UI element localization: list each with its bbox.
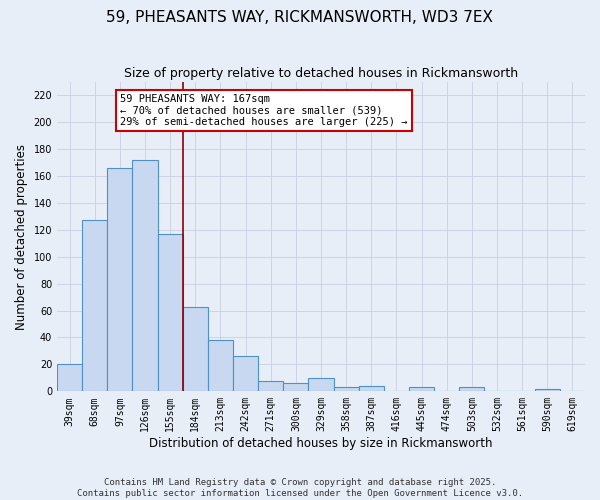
- Bar: [158, 234, 183, 392]
- Bar: [308, 378, 334, 392]
- Bar: [334, 388, 359, 392]
- X-axis label: Distribution of detached houses by size in Rickmansworth: Distribution of detached houses by size …: [149, 437, 493, 450]
- Y-axis label: Number of detached properties: Number of detached properties: [15, 144, 28, 330]
- Text: 59 PHEASANTS WAY: 167sqm
← 70% of detached houses are smaller (539)
29% of semi-: 59 PHEASANTS WAY: 167sqm ← 70% of detach…: [121, 94, 408, 128]
- Bar: [535, 388, 560, 392]
- Bar: [107, 168, 133, 392]
- Bar: [208, 340, 233, 392]
- Bar: [233, 356, 258, 392]
- Bar: [459, 388, 484, 392]
- Bar: [409, 388, 434, 392]
- Bar: [183, 306, 208, 392]
- Bar: [82, 220, 107, 392]
- Bar: [133, 160, 158, 392]
- Bar: [283, 384, 308, 392]
- Text: 59, PHEASANTS WAY, RICKMANSWORTH, WD3 7EX: 59, PHEASANTS WAY, RICKMANSWORTH, WD3 7E…: [107, 10, 493, 25]
- Title: Size of property relative to detached houses in Rickmansworth: Size of property relative to detached ho…: [124, 68, 518, 80]
- Bar: [57, 364, 82, 392]
- Bar: [258, 380, 283, 392]
- Text: Contains HM Land Registry data © Crown copyright and database right 2025.
Contai: Contains HM Land Registry data © Crown c…: [77, 478, 523, 498]
- Bar: [359, 386, 384, 392]
